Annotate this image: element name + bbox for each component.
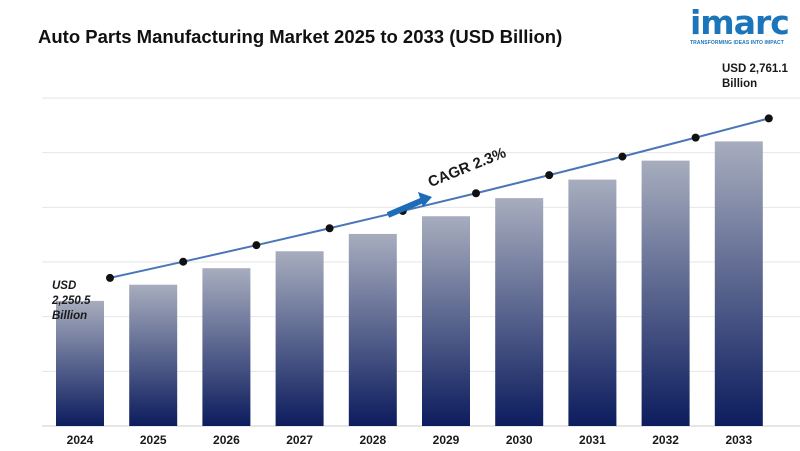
line-point-2030 [545, 171, 554, 180]
x-tick-label: 2027 [286, 433, 313, 447]
cagr-arrowhead [418, 192, 432, 207]
line-point-2025 [179, 257, 188, 266]
line-point-2031 [618, 152, 627, 161]
bar-2026 [202, 268, 251, 426]
logo-tagline: TRANSFORMING IDEAS INTO IMPACT [690, 40, 784, 46]
bar-2029 [422, 216, 470, 426]
x-tick-label: 2033 [725, 433, 752, 447]
chart-title: Auto Parts Manufacturing Market 2025 to … [38, 26, 563, 47]
line-point-2032 [691, 133, 700, 142]
x-tick-label: 2029 [433, 433, 460, 447]
line-point-2029 [472, 189, 480, 198]
trend-line [109, 117, 770, 279]
x-tick-label: 2025 [140, 433, 167, 447]
last-value-label: USD 2,761.1 Billion [722, 63, 788, 90]
bar-2028 [348, 233, 397, 426]
line-point-2033 [764, 114, 773, 123]
cagr-arrow [386, 197, 424, 218]
x-tick-label: 2026 [213, 433, 240, 447]
line-point-2026 [252, 241, 261, 250]
bar-2033 [714, 141, 763, 426]
x-tick-label: 2030 [506, 433, 533, 447]
bar-2027 [275, 251, 324, 426]
bar-2031 [568, 179, 617, 426]
x-tick-label: 2028 [359, 433, 386, 447]
line-point-2027 [325, 224, 334, 233]
imarc-logo: imarc TRANSFORMING IDEAS INTO IMPACT [690, 3, 794, 47]
logo-wordmark: imarc [690, 3, 790, 42]
bar-2032 [641, 160, 690, 426]
x-tick-label: 2031 [579, 433, 606, 447]
x-tick-label: 2032 [652, 433, 679, 447]
bar-2024 [56, 300, 104, 426]
bar-2025 [129, 284, 178, 426]
bar-2030 [495, 198, 544, 426]
x-tick-label: 2024 [67, 433, 94, 447]
line-point-2024 [106, 273, 114, 282]
first-value-label: USD 2,250.5 Billion [52, 280, 91, 322]
